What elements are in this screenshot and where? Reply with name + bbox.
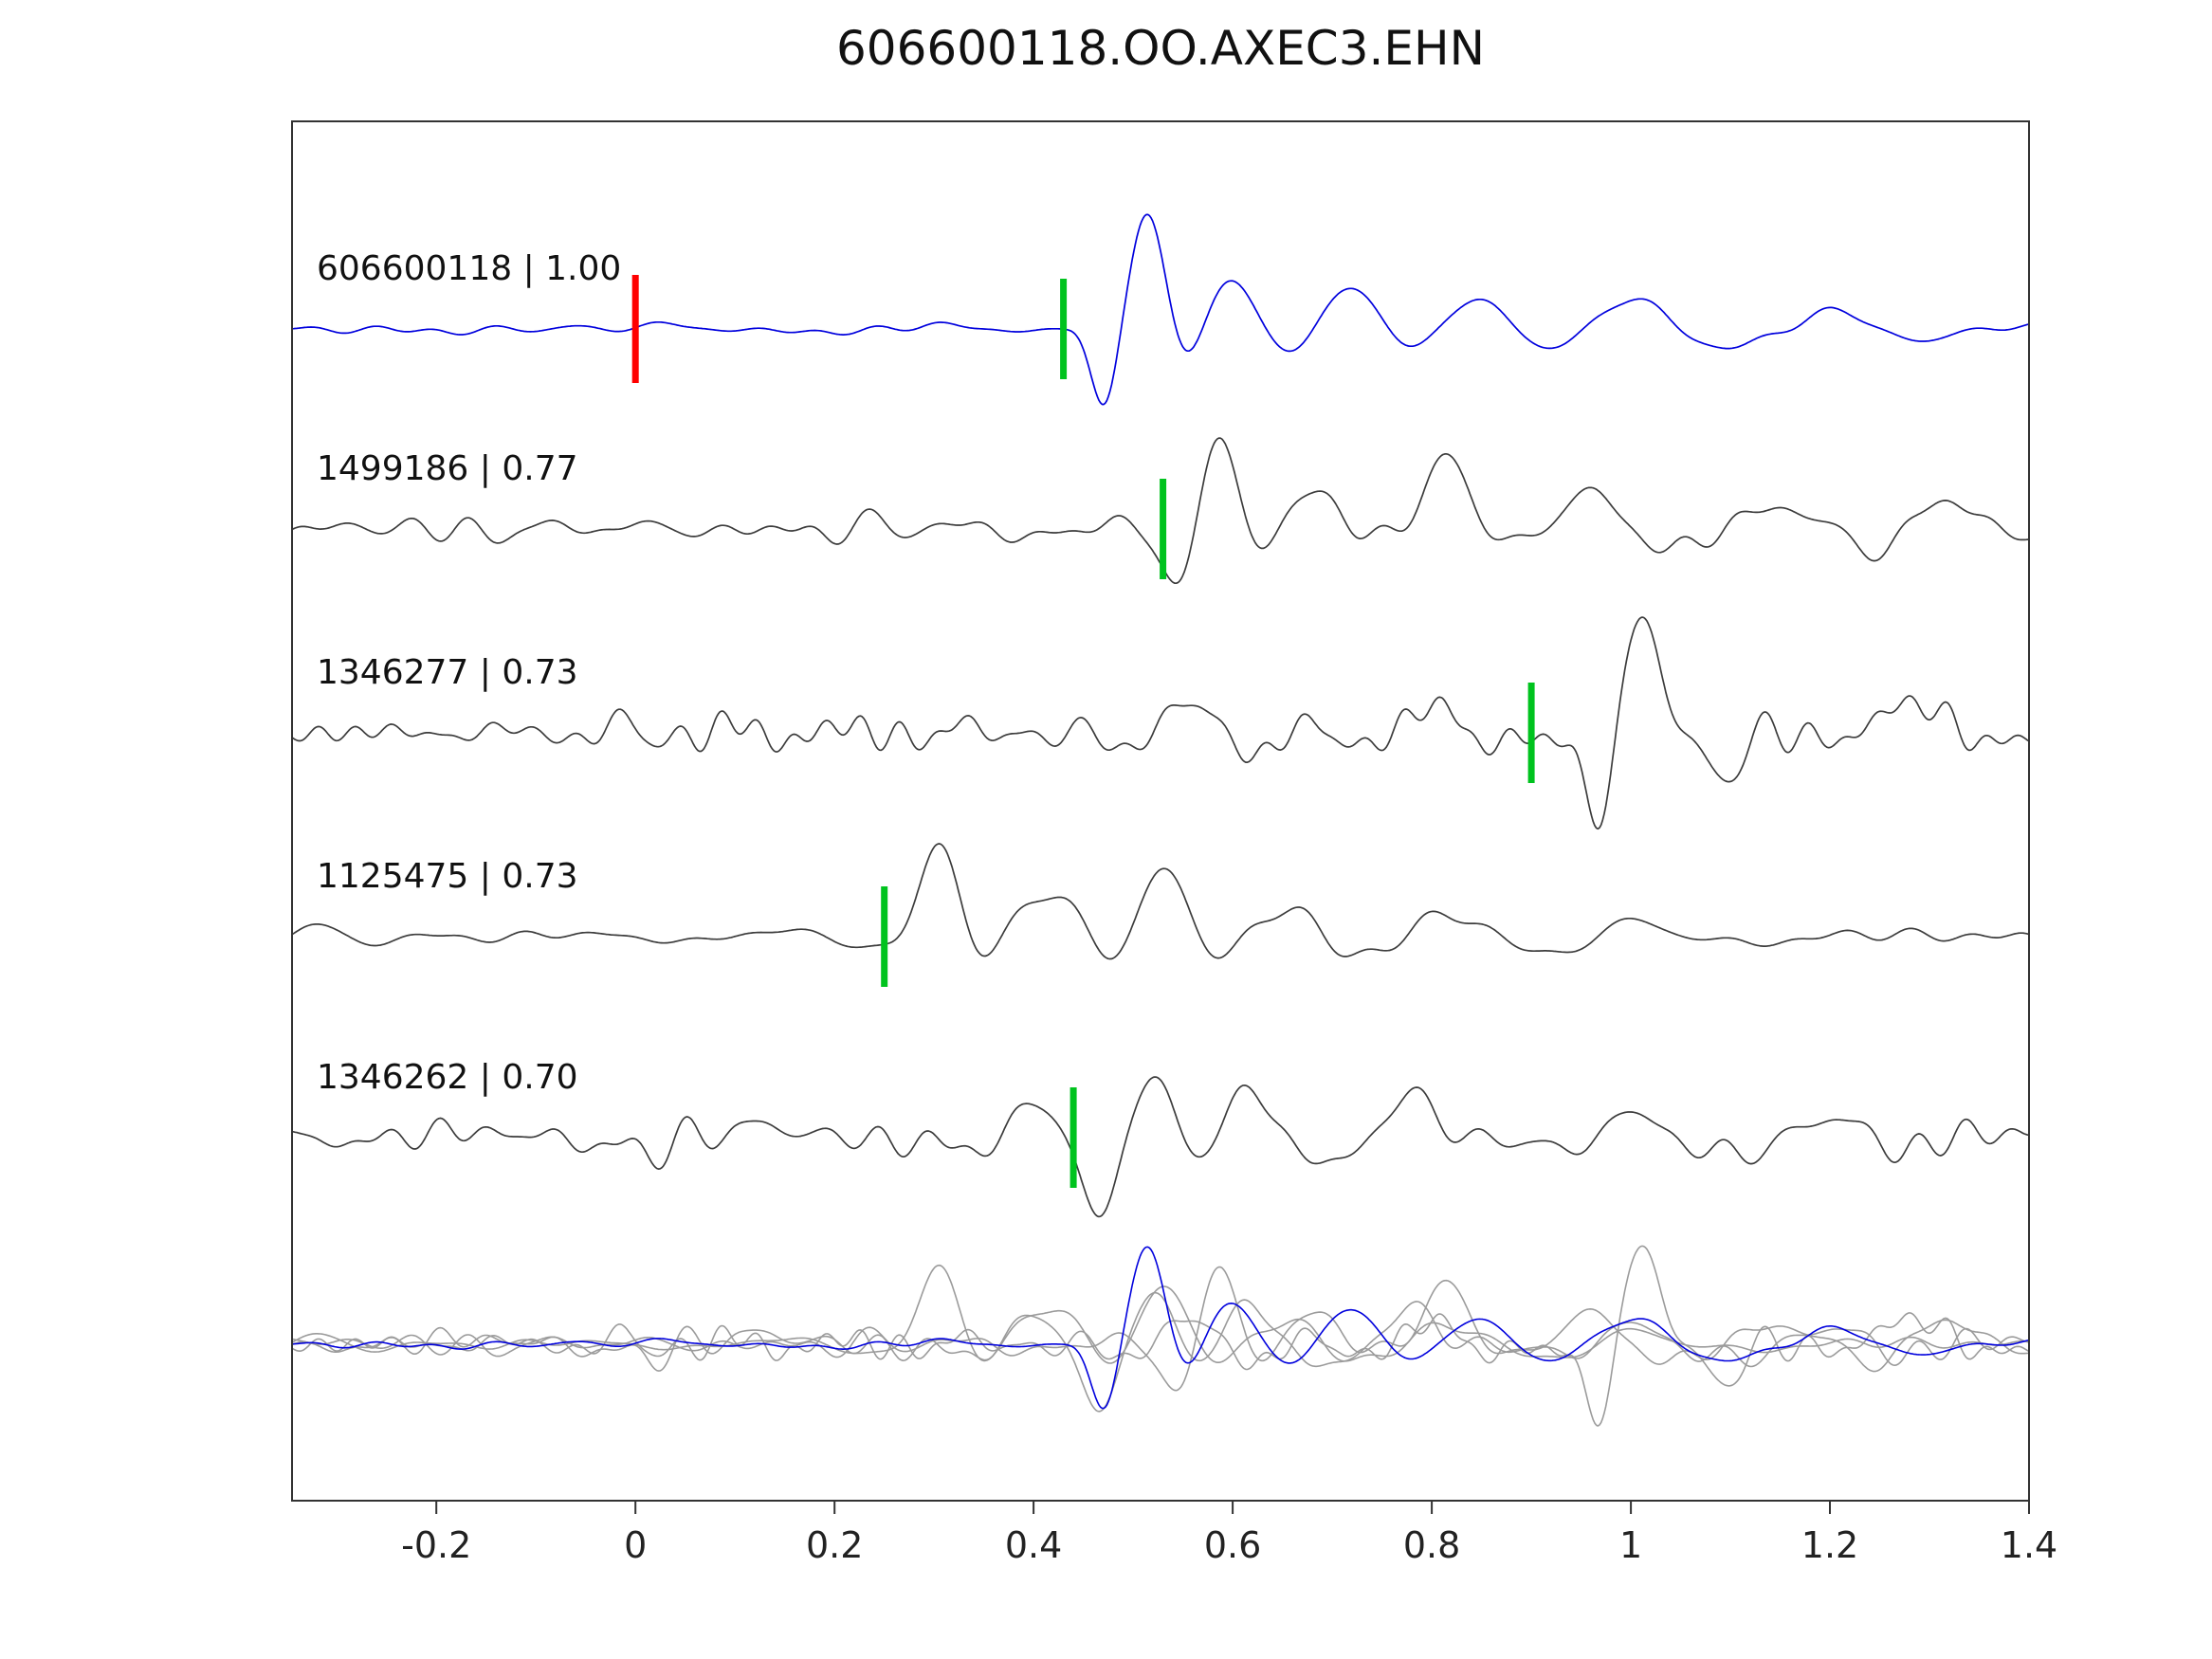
x-tick-label: 0.4 <box>1005 1524 1062 1566</box>
x-tick-label: -0.2 <box>401 1524 471 1566</box>
x-tick-label: 0.2 <box>806 1524 863 1566</box>
trace-label-1346262: 1346262 | 0.70 <box>317 1058 578 1097</box>
x-tick-label: 0 <box>624 1524 647 1566</box>
trace-label-1499186: 1499186 | 0.77 <box>317 449 578 488</box>
origin-marker <box>631 275 639 383</box>
trace-label-1346277: 1346277 | 0.73 <box>317 653 578 692</box>
pick-marker-1346277 <box>1527 683 1535 783</box>
waveform-trace-606600118 <box>291 213 2030 406</box>
trace-label-606600118: 606600118 | 1.00 <box>317 249 621 288</box>
x-tick-label: 1 <box>1619 1524 1642 1566</box>
overlay-trace-606600118 <box>291 1246 2030 1410</box>
waveform-trace-1346262 <box>291 1076 2030 1218</box>
trace-label-1125475: 1125475 | 0.73 <box>317 857 578 896</box>
pick-marker-1125475 <box>881 886 888 987</box>
x-tick-label: 0.8 <box>1403 1524 1460 1566</box>
plot-border <box>291 120 2030 1502</box>
overlay-trace-1346277 <box>291 1245 2030 1427</box>
pick-marker-606600118 <box>1060 279 1068 379</box>
overlay-trace-1499186 <box>291 1266 2030 1392</box>
pick-marker-1346262 <box>1069 1087 1077 1188</box>
pick-marker-1499186 <box>1160 479 1167 579</box>
x-tick-label: 0.6 <box>1204 1524 1261 1566</box>
waveform-trace-1125475 <box>291 843 2030 960</box>
waveform-trace-1346277 <box>291 616 2030 830</box>
x-tick-label: 1.2 <box>1801 1524 1858 1566</box>
x-tick-label: 1.4 <box>2001 1524 2057 1566</box>
chart-title: 606600118.OO.AXEC3.EHN <box>835 21 1486 76</box>
